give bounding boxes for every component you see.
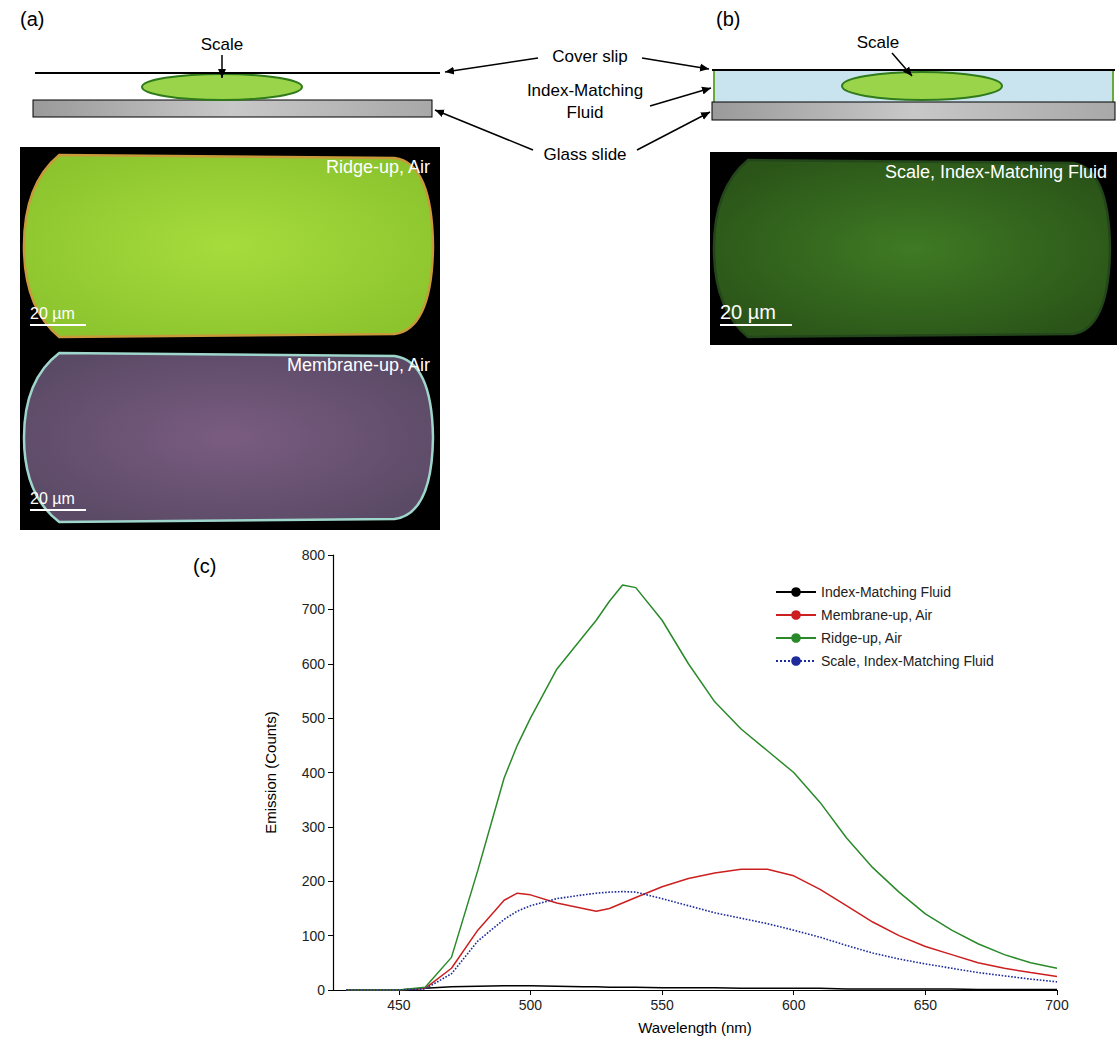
svg-text:600: 600: [302, 656, 326, 672]
svg-text:20 µm: 20 µm: [30, 490, 75, 507]
svg-text:Scale, Index-Matching Fluid: Scale, Index-Matching Fluid: [885, 162, 1107, 182]
svg-text:Glass slide: Glass slide: [543, 145, 626, 164]
svg-text:Index-Matching Fluid: Index-Matching Fluid: [821, 584, 951, 600]
svg-text:600: 600: [782, 997, 806, 1013]
svg-text:650: 650: [914, 997, 938, 1013]
svg-text:500: 500: [302, 710, 326, 726]
svg-text:800: 800: [302, 547, 326, 563]
svg-text:0: 0: [317, 982, 325, 998]
svg-text:Index-Matching: Index-Matching: [527, 81, 643, 100]
svg-text:20 µm: 20 µm: [720, 301, 776, 323]
svg-text:550: 550: [650, 997, 674, 1013]
svg-text:(a): (a): [20, 8, 44, 30]
svg-text:Cover slip: Cover slip: [552, 47, 628, 66]
svg-text:450: 450: [387, 997, 411, 1013]
svg-text:20 µm: 20 µm: [30, 305, 75, 322]
svg-text:700: 700: [302, 601, 326, 617]
svg-text:500: 500: [519, 997, 543, 1013]
svg-text:300: 300: [302, 819, 326, 835]
svg-text:100: 100: [302, 928, 326, 944]
svg-text:Membrane-up, Air: Membrane-up, Air: [287, 355, 430, 375]
svg-text:Scale: Scale: [201, 35, 244, 54]
svg-text:(b): (b): [716, 8, 740, 30]
svg-text:Emission (Counts): Emission (Counts): [262, 711, 279, 834]
svg-text:Wavelength (nm): Wavelength (nm): [638, 1019, 752, 1036]
svg-text:400: 400: [302, 765, 326, 781]
svg-text:Ridge-up, Air: Ridge-up, Air: [326, 157, 430, 177]
svg-text:Membrane-up, Air: Membrane-up, Air: [821, 607, 933, 623]
svg-text:Fluid: Fluid: [567, 103, 604, 122]
svg-text:Ridge-up, Air: Ridge-up, Air: [821, 630, 902, 646]
svg-text:Scale: Scale: [857, 33, 900, 52]
svg-text:(c): (c): [193, 555, 216, 577]
svg-text:200: 200: [302, 873, 326, 889]
svg-text:700: 700: [1045, 997, 1069, 1013]
svg-text:Scale, Index-Matching Fluid: Scale, Index-Matching Fluid: [821, 653, 994, 669]
